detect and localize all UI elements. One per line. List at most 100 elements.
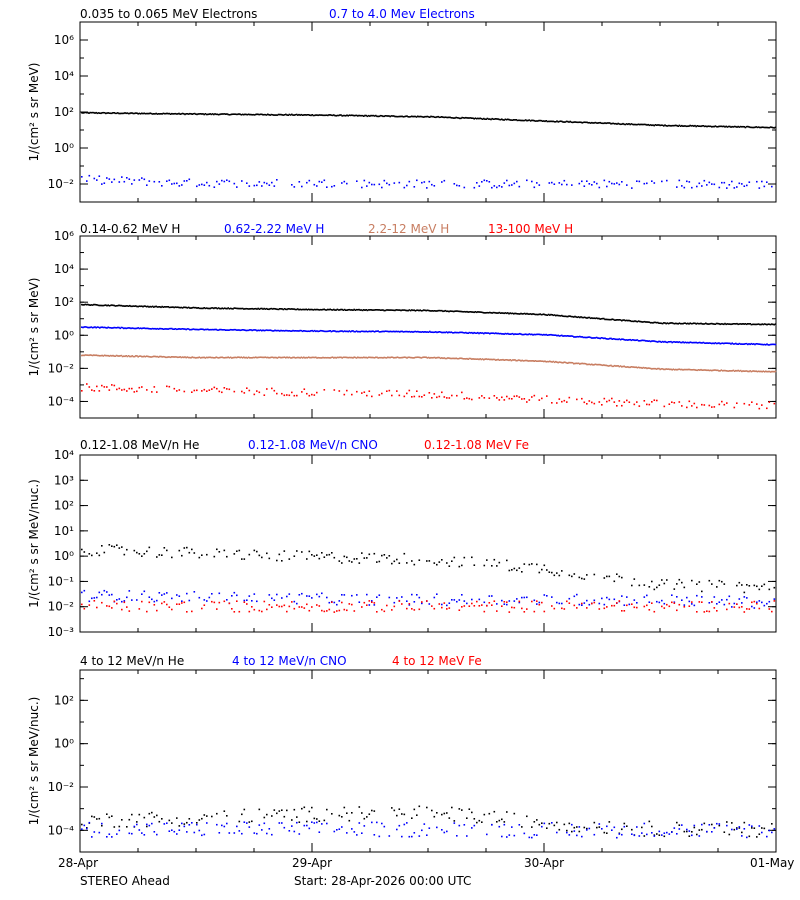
data-point [615,338,617,341]
data-point [623,338,625,341]
data-point [574,336,576,338]
data-point [88,304,90,306]
data-point [418,835,421,837]
data-point [691,579,693,582]
data-point [766,343,768,345]
data-point [439,116,442,118]
data-point [586,317,588,319]
data-point [188,824,191,826]
data-point [229,307,232,310]
data-point [228,308,231,310]
data-point [83,354,85,357]
data-point [296,394,298,397]
data-point [83,111,85,114]
data-point [88,600,91,603]
data-point [179,306,181,309]
data-point [163,601,166,603]
data-point [206,600,208,602]
data-point [239,113,241,116]
data-point [637,320,640,322]
data-point [408,604,411,606]
data-point [291,391,293,394]
data-point [646,403,648,406]
data-point [562,362,564,364]
data-point [351,309,353,311]
data-point [316,114,318,116]
data-point [156,327,159,330]
data-point [345,115,347,117]
data-point [156,391,158,393]
data-point [295,330,298,332]
data-point [557,121,559,123]
data-point [172,356,174,358]
data-point [486,117,489,120]
data-point [138,305,141,307]
data-point [593,337,595,339]
data-point [408,603,411,605]
data-point [129,327,131,329]
data-point [435,331,437,333]
data-point [519,359,521,362]
data-point [462,311,465,313]
data-point [318,357,321,359]
data-point [258,808,261,811]
data-point [243,392,246,394]
data-point [712,369,714,372]
data-point [571,362,574,364]
data-point [114,305,117,307]
data-point [531,600,533,603]
data-point [108,305,111,307]
data-point [386,557,388,559]
data-point [266,388,268,390]
data-point [684,125,687,127]
data-point [364,114,366,117]
data-point [363,330,365,333]
data-point [444,116,447,118]
data-point [353,114,355,117]
data-point [346,114,348,116]
data-point [137,113,139,115]
data-point [461,564,463,567]
data-point [738,826,741,828]
data-point [157,306,160,308]
data-point [481,332,484,334]
data-point [658,340,660,343]
data-point [381,608,383,611]
data-point [648,403,651,406]
data-point [479,332,481,334]
data-point [618,400,621,402]
data-point [274,329,276,332]
data-point [604,318,606,321]
data-point [166,385,168,388]
data-point [293,808,296,811]
data-point [491,565,493,567]
data-point [471,556,473,559]
data-point [275,308,277,310]
data-point [553,824,556,827]
data-point [273,599,276,601]
data-point [218,592,221,595]
data-point [425,309,427,312]
data-point [198,328,201,331]
data-point [144,355,147,358]
data-point [192,113,195,115]
data-point [238,307,240,310]
data-point [143,553,146,555]
data-point [186,328,189,330]
data-point [606,185,608,188]
data-point [358,330,360,333]
data-point [688,342,690,344]
data-point [108,178,111,180]
data-point [703,822,706,825]
data-point [87,354,89,356]
data-point [738,581,741,584]
data-point [183,356,185,359]
data-point [357,356,359,359]
data-point [480,358,483,361]
data-point [443,116,445,119]
data-point [550,120,552,123]
data-point [197,328,199,331]
data-point [138,112,141,115]
data-point [513,834,516,837]
data-point [356,594,358,596]
